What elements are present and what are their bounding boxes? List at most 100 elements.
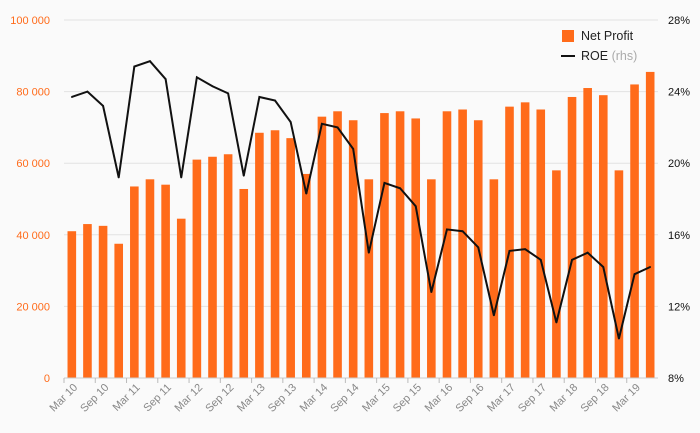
x-tick-label: Mar 15: [360, 382, 393, 415]
net-profit-bar: [645, 71, 655, 378]
net-profit-bar: [364, 179, 374, 378]
roe-point: [149, 60, 151, 63]
roe-point: [508, 250, 511, 252]
net-profit-bar: [301, 173, 311, 378]
x-tick-label: Mar 19: [610, 382, 643, 415]
net-profit-bar: [520, 102, 530, 378]
legend-label-roe: ROE (rhs): [581, 49, 637, 63]
net-profit-bar: [458, 109, 467, 378]
net-profit-bar: [505, 106, 514, 378]
net-profit-bar: [223, 154, 233, 378]
roe-point: [289, 121, 292, 123]
x-tick-label: Mar 11: [111, 382, 143, 414]
roe-point: [164, 78, 167, 80]
roe-point: [305, 192, 308, 195]
net-profit-bars: [67, 71, 655, 379]
roe-point: [70, 96, 73, 98]
net-profit-bar: [176, 218, 186, 378]
roe-point: [524, 248, 527, 251]
net-profit-bar: [630, 84, 639, 378]
x-tick-label: Mar 16: [423, 382, 456, 415]
net-profit-bar: [552, 170, 561, 378]
roe-point: [180, 176, 183, 179]
roe-point: [492, 314, 495, 317]
x-tick-label: Sep 16: [453, 382, 486, 415]
net-profit-bar: [161, 184, 170, 378]
y-left-tick-label: 60 000: [16, 158, 50, 170]
x-tick-label: Sep 17: [516, 382, 549, 415]
net-profit-bar: [130, 186, 139, 378]
y-left-tick-label: 40 000: [16, 230, 50, 242]
y-left-tick-label: 100 000: [10, 15, 50, 27]
net-profit-bar: [270, 130, 280, 378]
roe-line-layer: [70, 60, 652, 340]
roe-point: [461, 230, 464, 233]
x-tick-label: Sep 11: [141, 382, 174, 415]
y-right-tick-label: 12%: [668, 301, 690, 313]
legend: Net Profit ROE (rhs): [561, 29, 637, 63]
net-profit-bar: [583, 88, 592, 379]
x-tick-label: Sep 18: [579, 382, 612, 415]
roe-point: [274, 99, 276, 102]
legend-label-roe-name: ROE: [581, 49, 608, 63]
roe-point: [195, 76, 198, 79]
net-profit-bar: [317, 116, 327, 378]
roe-point: [102, 105, 104, 107]
roe-line: [71, 60, 651, 339]
net-profit-bar: [67, 231, 77, 378]
net-profit-bar: [348, 120, 358, 379]
roe-point: [539, 258, 542, 261]
net-profit-bar: [536, 109, 546, 378]
roe-point: [367, 251, 370, 254]
net-profit-bar: [427, 179, 436, 378]
x-tick-label: Mar 17: [485, 382, 518, 415]
x-tick-label: Sep 10: [78, 382, 111, 415]
net-profit-bar: [333, 111, 342, 378]
net-profit-bar: [98, 225, 108, 378]
legend-label-net-profit: Net Profit: [581, 29, 634, 43]
roe-point: [242, 174, 245, 177]
net-profit-bar: [208, 156, 217, 378]
legend-swatch-net-profit: [562, 30, 574, 42]
x-tick-label: Mar 12: [173, 382, 206, 415]
net-profit-bar: [598, 95, 608, 379]
roe-point: [571, 258, 573, 261]
roe-point: [618, 337, 620, 340]
net-profit-bar: [286, 138, 295, 378]
x-tick-label: Mar 10: [47, 382, 80, 415]
net-profit-bar: [83, 224, 92, 378]
y-right-tick-label: 8%: [668, 373, 684, 385]
roe-point: [430, 291, 433, 293]
roe-point: [336, 126, 339, 129]
legend-label-roe-suffix: (rhs): [612, 49, 638, 63]
roe-point: [321, 122, 323, 125]
roe-point: [352, 147, 355, 150]
x-tick-label: Mar 14: [298, 382, 331, 415]
net-profit-bar: [192, 159, 202, 378]
net-profit-bar: [489, 179, 499, 378]
net-profit-bar: [442, 111, 452, 378]
net-profit-bar: [395, 111, 405, 378]
roe-point: [399, 187, 401, 190]
net-profit-bar: [255, 132, 264, 378]
x-tick-label: Sep 14: [328, 382, 361, 415]
roe-point: [211, 85, 214, 88]
x-tick-label: Mar 13: [235, 382, 268, 415]
y-right-tick-label: 20%: [668, 158, 690, 170]
roe-point: [446, 228, 448, 231]
y-right-tick-label: 16%: [668, 230, 690, 242]
roe-point: [86, 90, 89, 93]
roe-point: [555, 321, 558, 324]
net-profit-bar: [114, 243, 124, 378]
roe-point: [633, 273, 636, 276]
y-right-tick-label: 28%: [668, 15, 690, 27]
roe-point: [117, 176, 120, 179]
x-tick-label: Sep 13: [266, 382, 299, 415]
y-left-tick-label: 80 000: [16, 87, 50, 99]
roe-point: [383, 181, 386, 184]
net-profit-bar: [239, 188, 249, 378]
roe-point: [133, 65, 136, 68]
y-left-tick-label: 0: [44, 373, 50, 385]
net-profit-bar: [614, 170, 624, 378]
